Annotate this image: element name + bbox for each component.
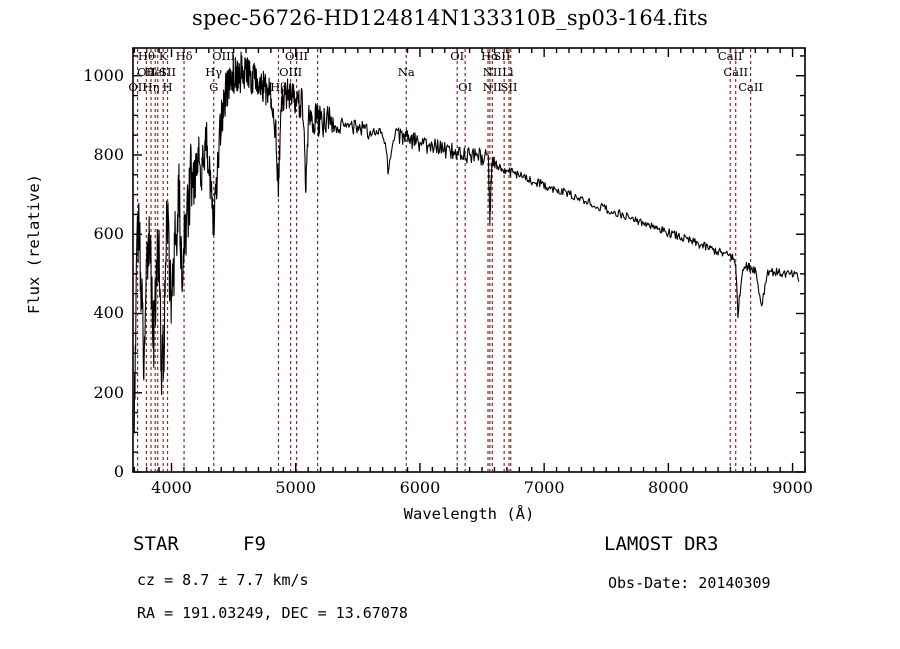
- y-tick-label: 600: [93, 224, 124, 244]
- spectral-line-label: SII: [159, 65, 177, 79]
- x-tick-label: 5000: [275, 478, 317, 497]
- spectral-line-label: H: [162, 80, 173, 94]
- spectral-line-label: Na: [397, 65, 415, 79]
- spectral-line-label: HeI: [144, 65, 166, 79]
- page-title: spec-56726-HD124814N133310B_sp03-164.fit…: [192, 6, 708, 30]
- spectral-line-label: OIII: [212, 49, 236, 63]
- spectral-line-label: NII: [482, 65, 502, 79]
- spectral-line-label: K: [158, 49, 168, 63]
- cz-value: cz = 8.7 ± 7.7 km/s: [137, 571, 309, 589]
- spectral-line-label: Hβ: [270, 80, 287, 94]
- spectral-line-label: Hη: [142, 80, 160, 94]
- plot-frame: [132, 47, 806, 473]
- spectral-line-label: OI: [458, 80, 473, 94]
- y-tick-label: 800: [93, 144, 124, 164]
- y-tick-label: 1000: [83, 65, 124, 85]
- obs-date-value: Obs-Date: 20140309: [608, 574, 771, 592]
- x-tick-label: 9000: [772, 478, 813, 497]
- x-tick-label: 7000: [523, 478, 565, 497]
- spectral-line-label: Hγ: [205, 65, 223, 79]
- spectral-line-label: CaII: [717, 49, 743, 63]
- x-tick-label: 6000: [399, 478, 441, 497]
- spectral-line-label: G: [209, 80, 219, 94]
- spectrum-trace: [133, 51, 800, 434]
- spectral-line-label: OIII: [285, 49, 309, 63]
- survey-label: LAMOST DR3: [604, 533, 719, 555]
- spectral-line-label: CaII: [738, 80, 763, 94]
- spectral-line-label: SII: [493, 49, 511, 63]
- y-tick-label: 0: [113, 462, 124, 481]
- spectral-line-label: OIII: [279, 65, 303, 79]
- spectral-line-label: NII: [482, 80, 502, 94]
- x-tick-label: 4000: [151, 478, 192, 497]
- x-axis-title: Wavelength (Å): [403, 505, 535, 523]
- spectral-line-label: OII: [128, 80, 147, 94]
- x-tick-label: 8000: [648, 478, 689, 497]
- spectral-line-label: Hα: [480, 49, 499, 63]
- coordinates-value: RA = 191.03249, DEC = 13.67078: [137, 604, 408, 622]
- object-type-label: STAR: [133, 533, 179, 555]
- spectral-line-label: SII: [500, 80, 518, 94]
- spectral-line-label: OI: [450, 49, 465, 63]
- spectral-line-label: OII: [137, 65, 156, 79]
- y-tick-label: 400: [93, 303, 124, 323]
- spectral-line-label: Hθ: [137, 49, 155, 63]
- spectral-class-label: F9: [243, 533, 266, 555]
- spectral-line-label: Li: [502, 65, 514, 79]
- y-tick-label: 200: [93, 382, 124, 402]
- spectral-line-label: Hδ: [175, 49, 193, 63]
- spectral-line-label: CaII: [723, 65, 749, 79]
